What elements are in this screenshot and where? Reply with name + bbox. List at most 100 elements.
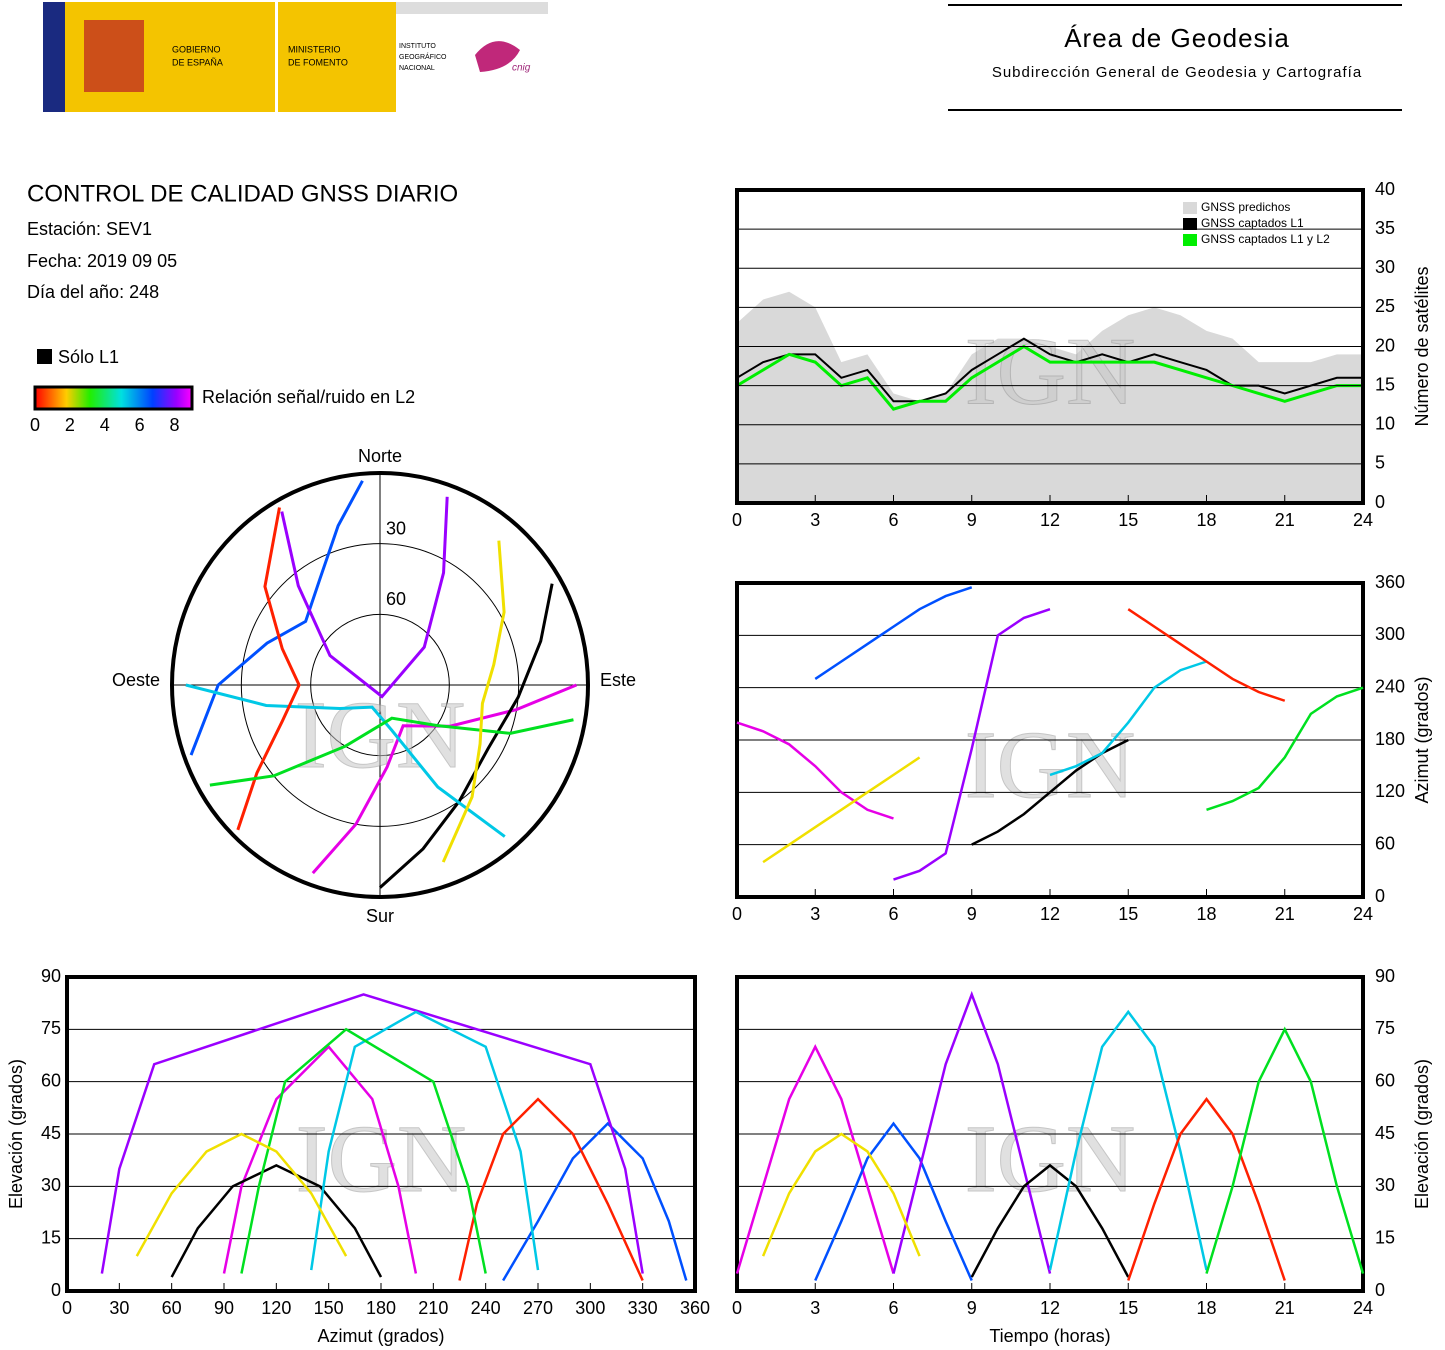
y-axis-label: Número de satélites (1412, 266, 1432, 426)
doy: Día del año: 248 (27, 282, 159, 302)
date: Fecha: 2019 09 05 (27, 251, 177, 271)
x-tick-label: 24 (1353, 904, 1373, 924)
x-tick-label: 0 (732, 904, 742, 924)
x-tick-label: 60 (162, 1298, 182, 1318)
legend-swatch (1183, 218, 1197, 230)
y-tick-label: 20 (1375, 335, 1395, 355)
track (170, 1164, 383, 1278)
y-tick-label: 5 (1375, 453, 1385, 473)
y-tick-label: 30 (1375, 1175, 1395, 1195)
x-tick-label: 12 (1040, 1298, 1060, 1318)
track (814, 1121, 973, 1282)
y-tick-label: 0 (1375, 1280, 1385, 1300)
x-tick-label: 15 (1118, 904, 1138, 924)
ring (240, 543, 520, 827)
x-tick-label: 0 (732, 1298, 742, 1318)
x-tick-label: 21 (1275, 510, 1295, 530)
y-tick-label: 35 (1375, 218, 1395, 238)
track (761, 1132, 921, 1257)
watermark: IGN (295, 681, 466, 788)
track (1127, 1097, 1286, 1281)
x-tick-label: 120 (261, 1298, 291, 1318)
org: DE ESPAÑA (172, 57, 223, 67)
snr-tick-label: 6 (135, 415, 145, 435)
track (100, 993, 644, 1274)
y-tick-label: 15 (1375, 374, 1395, 394)
snr-label: Relación señal/ruido en L2 (202, 387, 415, 407)
y-tick-label: 0 (1375, 886, 1385, 906)
track (1049, 660, 1207, 777)
y-tick-label: 30 (41, 1175, 61, 1195)
y-tick-label: 180 (1375, 729, 1405, 749)
y-tick-label: 360 (1375, 572, 1405, 592)
x-tick-label: 330 (628, 1298, 658, 1318)
x-tick-label: 210 (418, 1298, 448, 1318)
sky-track (209, 716, 574, 787)
track (502, 1121, 688, 1282)
snr-tick-label: 4 (100, 415, 110, 435)
org: DE FOMENTO (288, 57, 348, 67)
y-tick-label: 40 (1375, 179, 1395, 199)
snr-tick-label: 8 (170, 415, 180, 435)
l1-label: Sólo L1 (58, 347, 119, 367)
track (893, 607, 1051, 881)
x-tick-label: 12 (1040, 904, 1060, 924)
legend-label: GNSS predichos (1201, 200, 1290, 214)
sky-track (280, 496, 449, 699)
x-tick-label: 240 (471, 1298, 501, 1318)
ring-label: 30 (386, 518, 406, 538)
x-tick-label: 3 (810, 510, 820, 530)
area-subtitle: Subdirección General de Geodesia y Carto… (992, 64, 1362, 81)
org: INSTITUTO (399, 43, 436, 50)
legend-swatch (1183, 234, 1197, 246)
plot-frame (65, 975, 697, 1293)
x-tick-label: 24 (1353, 1298, 1373, 1318)
x-tick-label: 18 (1196, 1298, 1216, 1318)
legend-swatch (1183, 202, 1197, 214)
snr-tick-label: 2 (65, 415, 75, 435)
west-label: Oeste (112, 670, 160, 690)
y-axis-label: Azimut (grados) (1412, 676, 1432, 803)
track (1205, 1026, 1365, 1274)
x-tick-label: 270 (523, 1298, 553, 1318)
track (222, 1044, 418, 1274)
org: cnig (512, 63, 531, 74)
y-tick-label: 60 (1375, 833, 1395, 853)
track (970, 1163, 1130, 1278)
x-tick-label: 24 (1353, 510, 1373, 530)
legend-label: GNSS captados L1 (1201, 216, 1304, 230)
plot-frame (735, 581, 1365, 899)
south-label: Sur (366, 906, 394, 926)
x-tick-label: 18 (1196, 510, 1216, 530)
sky-track (311, 683, 578, 875)
track (736, 721, 894, 820)
track (458, 1097, 644, 1282)
horizon (170, 471, 590, 899)
x-tick-label: 300 (575, 1298, 605, 1318)
sky-track (441, 540, 506, 863)
plot-frame (735, 188, 1365, 505)
x-tick-label: 90 (214, 1298, 234, 1318)
x-tick-label: 18 (1196, 904, 1216, 924)
l1-swatch (37, 349, 52, 364)
track (735, 1043, 895, 1274)
station: Estación: SEV1 (27, 219, 152, 239)
track (240, 1027, 487, 1274)
track (892, 990, 1052, 1274)
y-tick-label: 15 (41, 1227, 61, 1247)
sky-track (236, 507, 301, 831)
track (1048, 1009, 1208, 1271)
watermark: IGN (296, 1105, 467, 1212)
org: GOBIERNO (172, 44, 221, 54)
predicted-area (737, 291, 1363, 503)
y-tick-label: 120 (1375, 781, 1405, 801)
x-tick-label: 15 (1118, 510, 1138, 530)
x-axis-label: Azimut (grados) (317, 1326, 444, 1346)
x-tick-label: 6 (888, 510, 898, 530)
track (309, 1010, 540, 1271)
sky-track (189, 480, 364, 756)
x-tick-label: 3 (810, 904, 820, 924)
y-tick-label: 15 (1375, 1227, 1395, 1247)
track (1127, 608, 1286, 702)
y-tick-label: 0 (1375, 492, 1385, 512)
